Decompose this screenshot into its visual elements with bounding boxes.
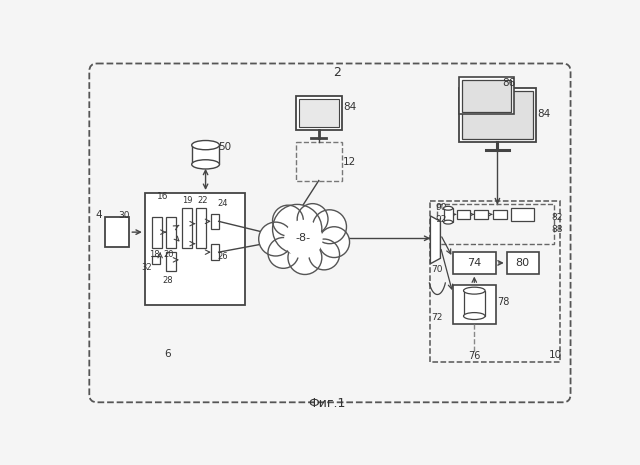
Text: 12: 12 <box>343 157 356 167</box>
Ellipse shape <box>444 220 452 224</box>
Text: 6: 6 <box>164 349 171 359</box>
Bar <box>182 208 192 248</box>
Circle shape <box>273 205 303 236</box>
Ellipse shape <box>463 287 485 294</box>
Text: 22: 22 <box>197 196 208 205</box>
Bar <box>296 96 342 130</box>
Text: 78: 78 <box>497 297 509 307</box>
Bar <box>211 245 219 260</box>
Text: 32: 32 <box>141 263 152 272</box>
Text: -8-: -8- <box>296 233 311 243</box>
Bar <box>437 204 554 244</box>
Text: 19: 19 <box>182 196 193 205</box>
Text: 4: 4 <box>95 210 102 220</box>
Circle shape <box>284 220 323 259</box>
Circle shape <box>308 239 340 270</box>
Bar <box>452 252 496 274</box>
Circle shape <box>259 222 292 256</box>
Bar <box>444 208 452 222</box>
Bar <box>166 252 176 272</box>
Text: 72: 72 <box>431 313 443 322</box>
Bar <box>105 218 129 247</box>
Bar <box>196 208 205 248</box>
Bar <box>431 200 560 362</box>
Text: 90: 90 <box>436 203 447 212</box>
Ellipse shape <box>444 206 452 210</box>
Text: 16: 16 <box>157 192 168 201</box>
Text: 92: 92 <box>436 215 447 224</box>
Bar <box>462 91 533 139</box>
Text: 18: 18 <box>149 250 160 259</box>
Circle shape <box>268 238 299 268</box>
Text: 84: 84 <box>537 108 550 119</box>
Bar <box>456 210 470 219</box>
Text: 20: 20 <box>163 250 174 259</box>
Bar <box>459 77 515 114</box>
Text: 70: 70 <box>431 265 443 273</box>
Bar <box>452 285 496 324</box>
Ellipse shape <box>192 140 220 150</box>
Circle shape <box>312 210 346 244</box>
Circle shape <box>319 227 349 258</box>
Text: 2: 2 <box>333 66 341 79</box>
Text: 86: 86 <box>502 78 516 88</box>
Text: 30: 30 <box>118 211 130 219</box>
Bar <box>211 213 219 229</box>
Bar <box>507 252 539 274</box>
Ellipse shape <box>192 160 220 169</box>
Text: 84: 84 <box>343 102 356 113</box>
Text: 10: 10 <box>548 350 562 359</box>
Bar <box>145 193 245 305</box>
Text: 26: 26 <box>217 252 228 260</box>
Circle shape <box>273 205 322 254</box>
Circle shape <box>288 240 322 274</box>
Text: 24: 24 <box>217 199 228 208</box>
Circle shape <box>297 204 328 234</box>
Bar <box>166 218 176 248</box>
FancyBboxPatch shape <box>90 64 570 402</box>
Text: 28: 28 <box>163 276 173 285</box>
Bar <box>511 208 534 220</box>
Text: 50: 50 <box>218 142 232 152</box>
Text: 76: 76 <box>468 351 481 361</box>
Bar <box>296 142 342 180</box>
Text: 74: 74 <box>467 258 481 268</box>
Text: 74: 74 <box>474 244 475 245</box>
Bar <box>463 291 485 316</box>
Bar <box>459 88 536 142</box>
Text: 80: 80 <box>516 258 530 268</box>
Ellipse shape <box>463 312 485 319</box>
Bar <box>462 80 511 112</box>
Polygon shape <box>431 216 440 264</box>
Bar <box>152 256 160 264</box>
Bar <box>299 99 339 127</box>
Bar <box>192 145 220 164</box>
Text: 88: 88 <box>551 225 563 233</box>
Bar <box>474 210 488 219</box>
Bar <box>152 218 163 248</box>
Text: Фиг.1: Фиг.1 <box>308 397 345 410</box>
Text: 82: 82 <box>551 213 563 222</box>
Bar <box>493 210 507 219</box>
